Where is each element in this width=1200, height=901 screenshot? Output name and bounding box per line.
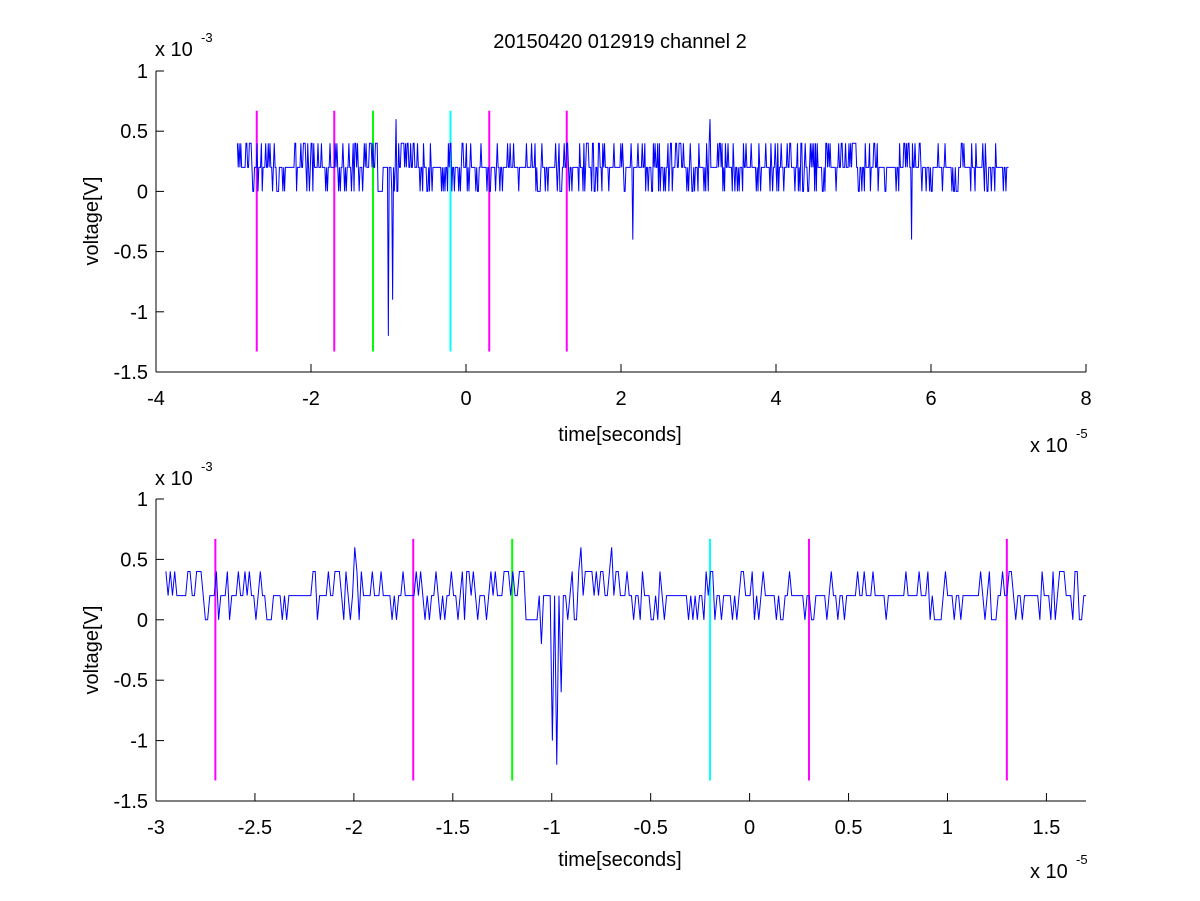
y-tick-label: 1 bbox=[137, 61, 148, 83]
y-tick-label: -0.5 bbox=[114, 670, 148, 692]
x-exponent-prefix-top: x 10 bbox=[1030, 435, 1068, 457]
x-tick-label: 0.5 bbox=[835, 817, 863, 839]
signal-line bbox=[236, 119, 1009, 336]
signal-trace-bottom bbox=[165, 547, 1086, 765]
x-axis-label-top: time[seconds] bbox=[558, 424, 681, 446]
y-ticks-bottom: -1.5 -1 -0.5 0 0.5 1 bbox=[114, 489, 164, 813]
x-tick-label: 0 bbox=[460, 388, 471, 410]
x-tick-label: -2 bbox=[345, 817, 363, 839]
y-axis-label-bottom: voltage[V] bbox=[81, 606, 103, 695]
y-tick-label: -1 bbox=[130, 302, 148, 324]
y-ticks-top: -1.5 -1 -0.5 0 0.5 1 bbox=[114, 61, 164, 384]
y-exponent-prefix-top: x 10 bbox=[155, 39, 193, 61]
chart-title: 20150420 012919 channel 2 bbox=[493, 31, 747, 53]
y-tick-label: 1 bbox=[137, 489, 148, 511]
y-tick-label: 0 bbox=[137, 181, 148, 203]
y-exponent-top: x 10 -3 bbox=[155, 30, 213, 61]
subplot-bottom: -3 -2.5 -2 -1.5 -1 -0.5 0 0.5 1 1.5 -1.5 -1 -0.5 0 0.… bbox=[81, 459, 1088, 883]
x-exponent-prefix-bottom: x 10 bbox=[1030, 861, 1068, 883]
x-tick-label: 6 bbox=[925, 388, 936, 410]
x-axis-label-bottom: time[seconds] bbox=[558, 849, 681, 871]
x-tick-label: -0.5 bbox=[633, 817, 667, 839]
x-exponent-top: x 10 -5 bbox=[1030, 426, 1088, 457]
y-exponent-prefix-bottom: x 10 bbox=[155, 468, 193, 490]
x-exponent-bottom: x 10 -5 bbox=[1030, 852, 1088, 883]
y-tick-label: -1.5 bbox=[114, 362, 148, 384]
x-tick-label: -2 bbox=[302, 388, 320, 410]
y-exponent-bottom: x 10 -3 bbox=[155, 459, 213, 490]
x-tick-label: -1 bbox=[543, 817, 561, 839]
y-exponent-power-top: -3 bbox=[201, 30, 213, 45]
x-tick-label: 1.5 bbox=[1033, 817, 1061, 839]
y-exponent-power-bottom: -3 bbox=[201, 459, 213, 474]
x-tick-label: -4 bbox=[147, 388, 165, 410]
y-tick-label: 0.5 bbox=[120, 121, 148, 143]
x-tick-label: -2.5 bbox=[238, 817, 272, 839]
axes-box-bottom bbox=[155, 499, 1086, 802]
marker-lines-top bbox=[255, 110, 568, 352]
x-exponent-power-top: -5 bbox=[1076, 426, 1088, 441]
signal-line bbox=[165, 547, 1086, 765]
x-exponent-power-bottom: -5 bbox=[1076, 852, 1088, 867]
x-tick-label: 1 bbox=[942, 817, 953, 839]
y-tick-label: 0.5 bbox=[120, 549, 148, 571]
x-tick-label: -3 bbox=[147, 817, 165, 839]
signal-trace-top bbox=[236, 119, 1009, 336]
y-tick-label: 0 bbox=[137, 610, 148, 632]
y-tick-label: -0.5 bbox=[114, 242, 148, 264]
marker-lines-bottom bbox=[214, 538, 1008, 781]
x-tick-label: 2 bbox=[615, 388, 626, 410]
x-tick-label: -1.5 bbox=[436, 817, 470, 839]
y-tick-label: -1 bbox=[130, 731, 148, 753]
subplot-top: -4 -2 0 2 4 6 8 -1.5-1-0.500.51 time[seconds] … bbox=[81, 30, 1092, 457]
x-tick-label: 0 bbox=[744, 817, 755, 839]
x-tick-label: 8 bbox=[1080, 388, 1091, 410]
axes-box-top bbox=[155, 71, 1086, 373]
x-ticks-bottom: -3 -2.5 -2 -1.5 -1 -0.5 0 0.5 1 1.5 bbox=[147, 793, 1060, 839]
x-ticks-top: -4 -2 0 2 4 6 8 bbox=[147, 364, 1092, 410]
y-axis-label-top: voltage[V] bbox=[81, 177, 103, 266]
y-tick-label: -1.5 bbox=[114, 791, 148, 813]
x-tick-label: 4 bbox=[770, 388, 781, 410]
